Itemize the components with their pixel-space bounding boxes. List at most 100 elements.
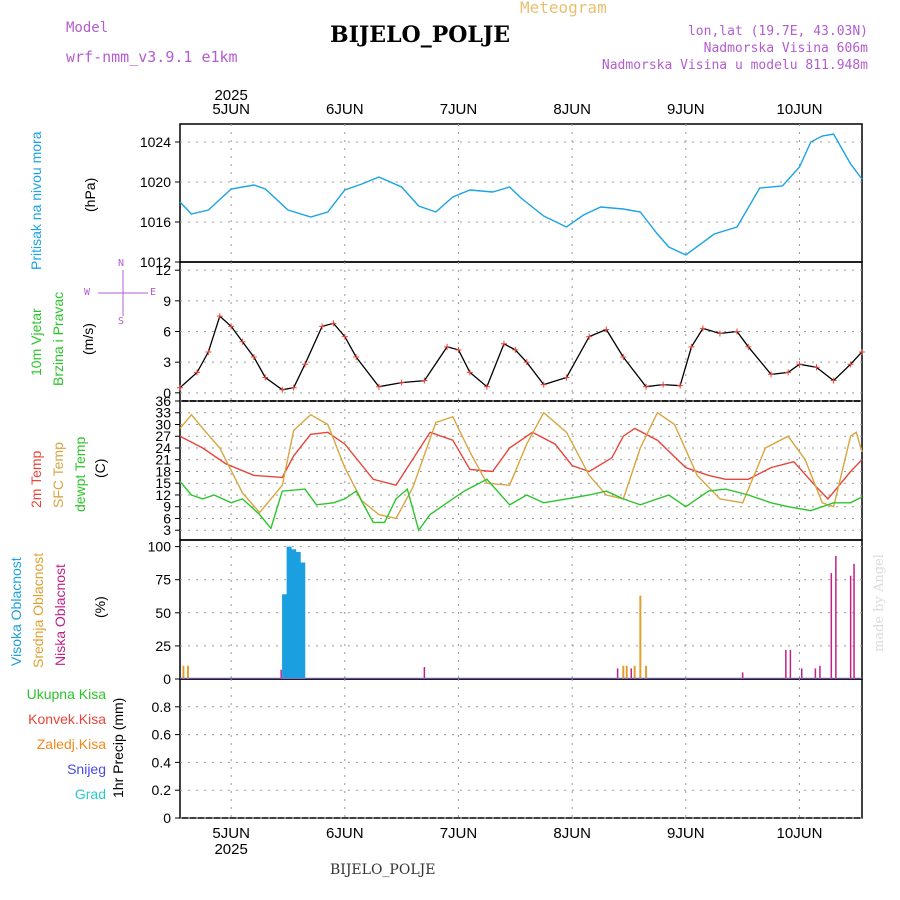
meteogram-label: Meteogram [520,0,607,17]
wind-speed-marker [341,333,348,340]
y-tick-label: 6 [163,510,171,526]
wind-speed-marker [177,384,183,391]
y-tick-label: 1012 [140,254,171,270]
compass-w: W [84,287,91,298]
model-label: Model [66,20,109,36]
y-tick-label: 0.2 [152,782,172,798]
wind-speed-marker [785,369,792,376]
day-label-bottom: 7JUN [440,825,478,842]
day-label-top: 7JUN [440,101,478,118]
wind-speed-marker [216,313,223,320]
y-tick-label: 0.6 [152,727,172,743]
wind-speed-marker [745,343,752,350]
cloud-low-label: Niska Oblacnost [52,564,68,666]
wind-speed-marker [796,361,803,368]
wind-speed-marker [228,323,235,330]
temp-sfc-line [179,411,863,520]
y-tick-label: 0.4 [152,754,172,770]
compass-e: E [150,287,157,298]
y-tick-label: 50 [155,605,171,621]
high-cloud-bar [295,551,301,679]
temp-dewpt-label: dewpt Temp [72,436,88,512]
wind-speed-line [179,315,863,391]
y-tick-label: 3 [163,522,171,538]
y-tick-label: 15 [155,475,171,491]
compass-s: S [118,316,125,327]
compass-n: N [118,258,125,269]
low-cloud-bar [789,649,792,679]
y-tick-label: 0.8 [152,699,172,715]
wind-speed-marker [643,383,650,390]
elevation: Nadmorska Visina 606m [703,41,868,56]
y-tick-label: 100 [148,539,172,555]
panels: 1012101610201024036912369121518212427303… [98,87,865,858]
low-cloud-bar [849,575,852,679]
wind-speed-marker [660,381,667,388]
wind-label-1: 10m Vjetar [28,308,44,376]
y-tick-label: 1024 [140,134,171,150]
y-tick-label: 25 [155,638,171,654]
wind-speed-marker [250,354,257,361]
wind-label-2: Brzina i Pravac [50,291,66,386]
y-tick-label: 12 [155,487,171,503]
y-tick-label: 27 [155,428,171,444]
precip-unit: 1hr Precip (mm) [110,697,126,798]
high-cloud-bar [282,594,288,679]
wind-speed-marker [699,325,706,332]
low-cloud-bar [814,668,817,679]
low-cloud-bar [819,665,821,679]
legend-grad: Grad [74,786,106,802]
y-tick-label: 12 [155,262,171,278]
day-label-top: 9JUN [667,101,705,118]
cloud-mid-label: Srednja Oblacnost [30,552,46,668]
y-tick-label: 75 [155,572,171,588]
wind-speed-marker [444,343,451,350]
legend-zaledj-kisa: Zaledj.Kisa [36,736,106,752]
wind-speed-marker [512,346,519,353]
wind-unit: (m/s) [80,323,96,355]
temp-unit: (C) [92,458,108,478]
pressure-line [179,133,863,256]
cloud-high-label: Visoka Oblacnost [8,557,24,666]
lonlat: lon,lat (19.7E, 43.03N) [687,24,868,39]
wind-speed-marker [830,377,837,384]
y-tick-label: 0 [163,385,171,401]
mid-cloud-bar [645,665,648,679]
y-tick-label: 3 [163,354,171,370]
y-tick-label: 1020 [140,174,171,190]
wind-speed-marker [375,383,382,390]
wind-speed-marker [540,381,547,388]
wind-speed-marker [586,333,593,340]
wind-speed-marker [455,346,462,353]
y-tick-label: 18 [155,463,171,479]
wind-speed-marker [813,364,820,371]
wind-speed-marker [620,354,627,361]
y-tick-label: 33 [155,405,171,421]
legend-ukupna-kisa: Ukupna Kisa [26,686,106,702]
panel-frame [179,678,863,819]
wind-speed-marker [239,338,246,345]
wind-speed-marker [421,377,428,384]
wind-speed-marker [319,323,326,330]
low-cloud-bar [853,563,855,679]
y-tick-label: 9 [163,499,171,515]
mid-cloud-bar [186,665,189,679]
year-label-bottom: 2025 [214,841,247,858]
day-label-top: 8JUN [553,101,591,118]
high-cloud-bar [300,562,306,679]
model-name: wrf-nmm_v3.9.1 e1km [66,48,238,66]
y-tick-label: 24 [155,440,171,456]
day-label-top: 10JUN [777,101,823,118]
wind-speed-marker [677,382,684,389]
wind-speed-marker [205,348,212,355]
low-cloud-bar [741,672,744,679]
low-cloud-bar [835,555,837,679]
y-tick-label: 30 [155,416,171,432]
year-label-top: 2025 [214,87,247,104]
mid-cloud-bar [182,665,185,679]
y-tick-label: 1016 [140,214,171,230]
day-label-bottom: 6JUN [326,825,364,842]
day-label-top: 5JUN [212,101,250,118]
day-label-bottom: 9JUN [667,825,705,842]
wind-speed-marker [688,343,695,350]
